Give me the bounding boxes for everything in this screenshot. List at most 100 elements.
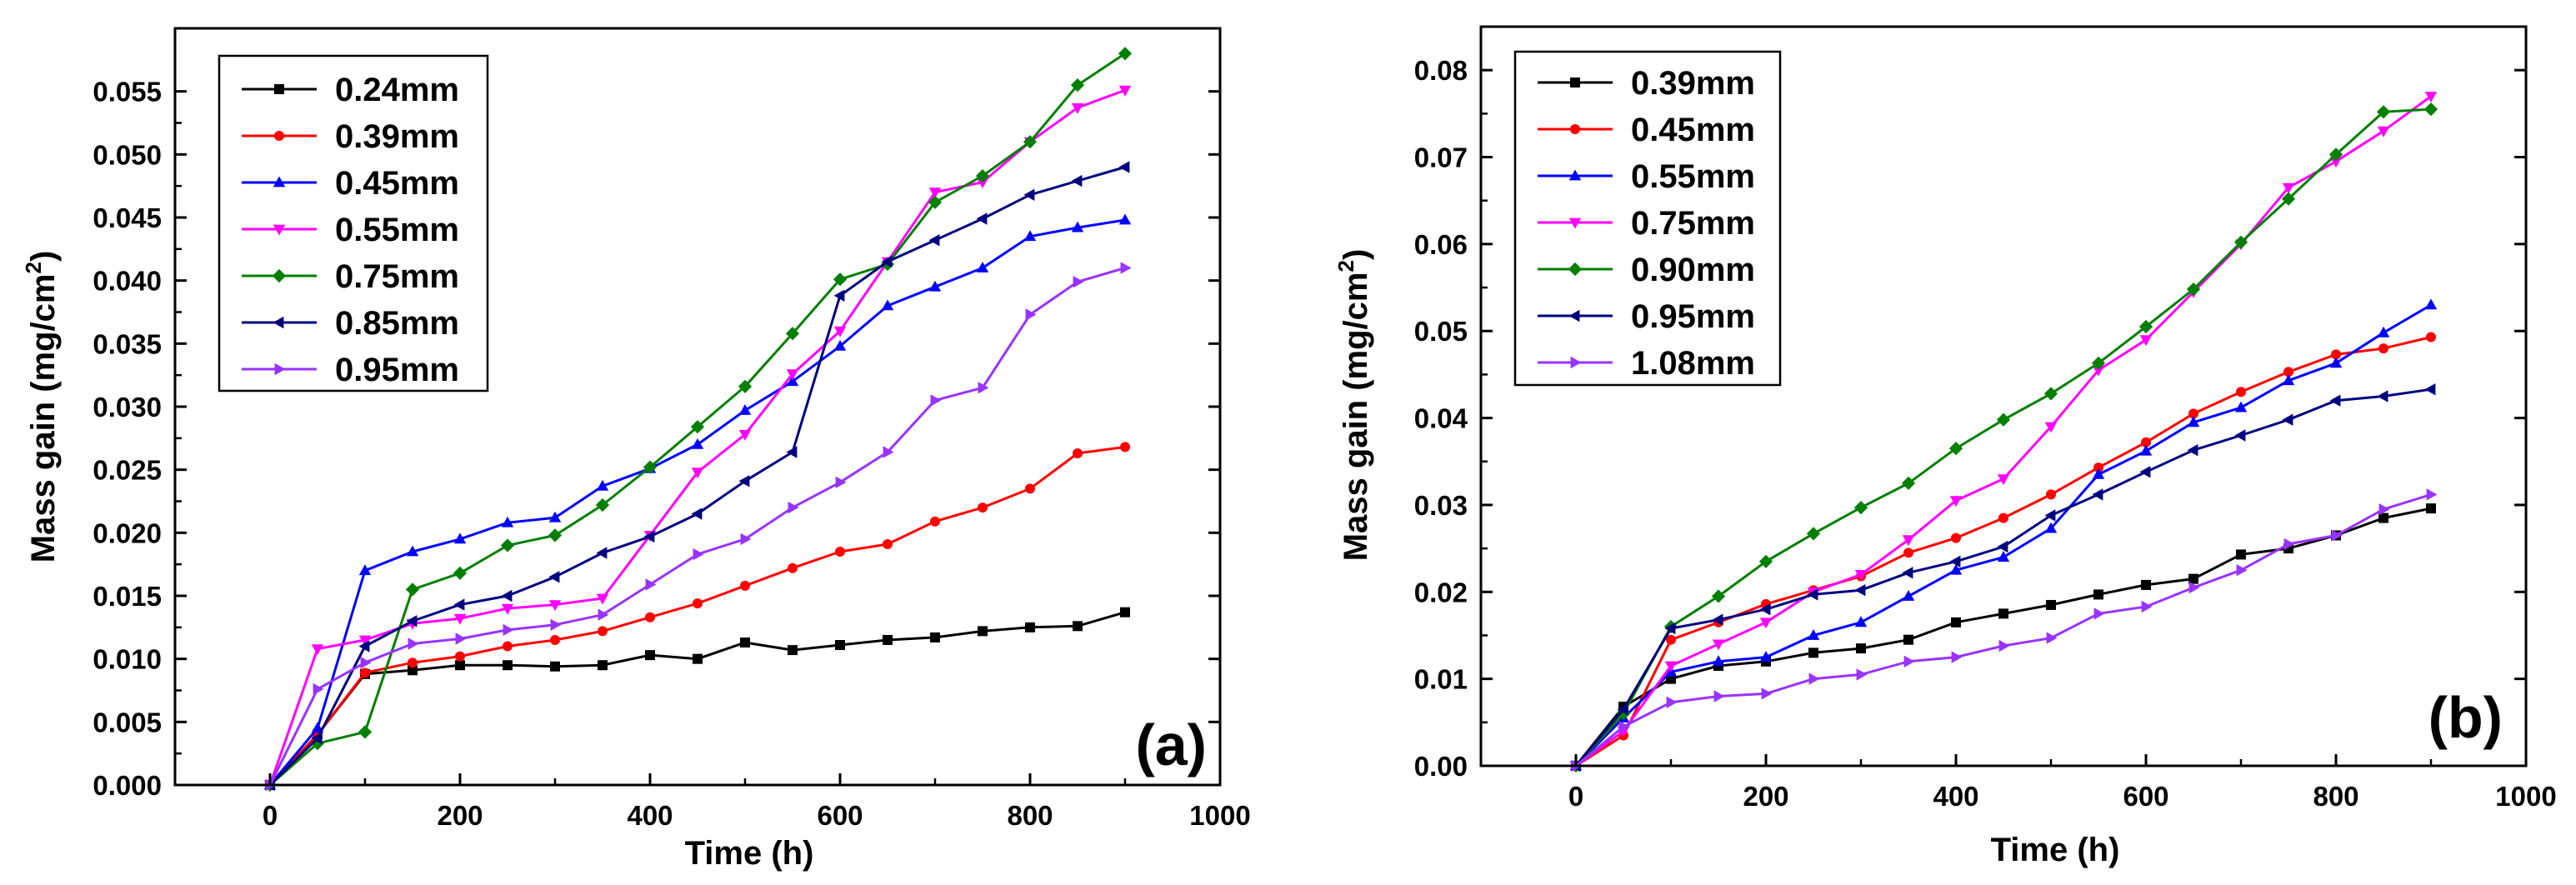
data-point — [311, 732, 323, 745]
data-point — [1666, 634, 1676, 645]
data-point — [358, 564, 372, 576]
y-tick-label: 0.03 — [1414, 490, 1468, 521]
data-point — [833, 326, 847, 338]
series-0.85mm — [263, 161, 1130, 792]
data-point — [975, 169, 990, 183]
data-point — [2046, 632, 2058, 644]
data-point — [1949, 555, 1961, 568]
legend-entry: 0.90mm — [1538, 252, 1755, 288]
y-tick-label: 0.040 — [93, 266, 162, 297]
data-point — [360, 657, 372, 669]
data-point — [833, 272, 848, 287]
data-point — [738, 475, 750, 488]
data-point — [595, 498, 610, 512]
legend-entry: 0.75mm — [242, 258, 459, 295]
data-point — [2329, 157, 2343, 168]
data-point — [503, 660, 513, 671]
data-point — [978, 382, 989, 394]
data-point — [2091, 356, 2106, 370]
data-point — [835, 640, 845, 651]
data-point — [2328, 148, 2343, 162]
data-point — [1025, 483, 1035, 494]
legend-entry: 1.08mm — [1538, 345, 1755, 382]
series-layer — [263, 47, 1133, 792]
data-point — [786, 375, 799, 387]
y-tick-label: 0.07 — [1414, 142, 1468, 173]
data-point — [928, 234, 940, 247]
data-point — [548, 511, 562, 522]
data-point — [596, 479, 609, 491]
data-point — [2046, 599, 2056, 610]
x-tick-label: 600 — [817, 800, 863, 831]
legend-label: 1.08mm — [1631, 345, 1755, 382]
legend-label: 0.85mm — [335, 305, 459, 342]
data-point — [455, 651, 465, 662]
data-point — [2378, 503, 2390, 516]
data-point — [2188, 573, 2198, 584]
data-point — [2186, 282, 2201, 297]
legend: 0.24mm 0.39mm 0.45mm 0.55mm 0.75mm 0.85mm 0.95… — [218, 54, 489, 392]
chart-panel-a: 0.000 0.005 0.010 0.015 0.020 0.025 0.030 0.035… — [21, 27, 1251, 872]
data-point — [2092, 488, 2103, 501]
data-point — [1998, 639, 2010, 652]
series-0.95mm — [1569, 383, 2436, 772]
data-point — [1853, 501, 1868, 515]
legend-marker — [274, 84, 284, 94]
data-point — [833, 339, 847, 351]
series-0.55mm — [1569, 298, 2438, 771]
panel-label: (b) — [2428, 685, 2503, 750]
data-point — [1903, 548, 1913, 558]
legend-marker — [273, 316, 284, 329]
data-point — [2044, 522, 2058, 533]
data-point — [883, 446, 894, 458]
data-point — [1712, 613, 1723, 626]
data-point — [2093, 608, 2105, 620]
data-point — [788, 645, 798, 656]
data-point — [786, 369, 799, 381]
y-axis-title: Mass gain (mg/cm2) — [1333, 249, 1374, 562]
legend-marker — [274, 362, 286, 376]
series-0.95mm — [265, 262, 1132, 792]
data-point — [2233, 235, 2248, 249]
data-point — [645, 612, 655, 622]
data-point — [1807, 588, 1818, 601]
data-point — [788, 562, 798, 573]
legend-label: 0.55mm — [1631, 158, 1755, 195]
y-tick-label: 0.030 — [93, 392, 162, 422]
data-point — [453, 566, 468, 580]
data-point — [691, 438, 704, 449]
data-point — [978, 626, 988, 637]
data-point — [833, 289, 845, 302]
data-point — [1617, 703, 1628, 716]
data-point — [691, 508, 703, 520]
legend-marker — [1568, 169, 1582, 181]
data-point — [738, 429, 752, 441]
data-point — [2093, 589, 2103, 600]
data-point — [500, 538, 515, 552]
legend-box — [1513, 50, 1782, 387]
y-tick-label: 0.04 — [1414, 403, 1468, 434]
data-point — [1713, 690, 1725, 702]
legend-entry: 0.39mm — [1538, 65, 1755, 102]
x-tick-label: 800 — [1007, 800, 1053, 831]
legend-marker — [1570, 124, 1580, 134]
legend-marker — [1570, 78, 1580, 88]
legend-marker — [1568, 262, 1583, 277]
series-1.08mm — [1571, 488, 2438, 772]
data-point — [311, 644, 324, 656]
data-point — [406, 545, 419, 557]
y-tick-label: 0.035 — [93, 328, 162, 359]
data-point — [2139, 444, 2153, 456]
legend-label: 0.55mm — [335, 212, 459, 248]
x-tick-labels: 0 200 400 600 800 1000 — [1568, 781, 2557, 812]
data-point — [1025, 622, 1035, 632]
legend-label: 0.39mm — [335, 118, 459, 155]
data-point — [1901, 476, 1916, 490]
data-point — [2234, 401, 2248, 412]
data-point — [1854, 616, 1868, 628]
x-tick-label: 1000 — [1189, 800, 1250, 831]
plot-frame — [1479, 25, 2528, 768]
x-tick-label: 200 — [437, 800, 483, 831]
legend-entry: 0.45mm — [242, 165, 459, 202]
data-point — [930, 394, 942, 407]
